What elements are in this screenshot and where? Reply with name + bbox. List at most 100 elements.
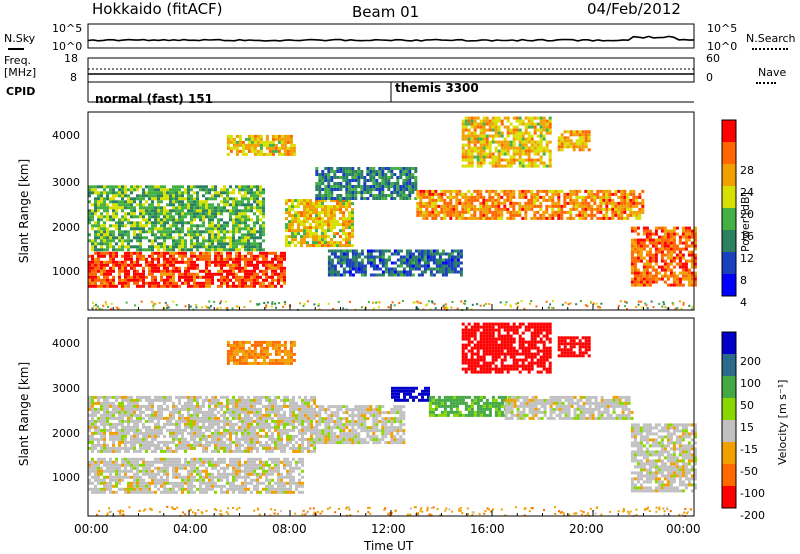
velocity-cell-region-0 xyxy=(127,484,130,488)
power-cell-region-0 xyxy=(244,260,247,264)
velocity-cell-region-0 xyxy=(241,475,244,479)
power-cell-region-4 xyxy=(411,167,415,170)
power-cell-region-4 xyxy=(402,167,406,170)
power-cell-region-3 xyxy=(303,199,306,203)
power-cell-region-4 xyxy=(414,170,418,173)
power-cell-region-5 xyxy=(351,261,355,265)
power-cell-region-0 xyxy=(220,251,223,255)
power-cell-region-1 xyxy=(202,215,205,219)
power-cell-region-0 xyxy=(205,254,208,258)
velocity-cell-region-0 xyxy=(277,466,280,470)
power-cell-region-1 xyxy=(250,245,253,249)
power-cell-region-6 xyxy=(599,204,603,208)
power-cell-region-0 xyxy=(127,257,130,261)
power-cell-region-6 xyxy=(509,216,513,220)
velocity-cell-region-0 xyxy=(175,457,178,461)
velocity-cell-region-0 xyxy=(199,478,202,482)
power-cell-region-1 xyxy=(118,248,121,252)
power-cell-region-2 xyxy=(283,137,287,141)
velocity-cell-region-0 xyxy=(109,475,112,479)
power-cell-region-1 xyxy=(247,203,250,207)
power-cell-region-9 xyxy=(666,229,670,233)
power-cell-region-3 xyxy=(327,211,330,215)
power-cell-region-7 xyxy=(509,128,513,132)
power-cell-region-0 xyxy=(268,284,271,288)
power-cell-region-9 xyxy=(684,268,688,272)
velocity-cell-region-0 xyxy=(226,466,229,470)
power-cell-region-6 xyxy=(584,213,588,217)
power-cell-speckle xyxy=(680,307,683,310)
power-cell-region-9 xyxy=(657,235,661,239)
power-cell-region-1 xyxy=(160,227,163,231)
power-cell-region-7 xyxy=(515,149,519,153)
power-cell-region-5 xyxy=(447,264,451,268)
power-cell-region-7 xyxy=(467,146,471,150)
velocity-cell-region-0 xyxy=(115,460,118,464)
power-cell-region-6 xyxy=(581,195,585,199)
power-cell-region-1 xyxy=(97,206,100,210)
velocity-cell-region-0 xyxy=(235,484,238,488)
power-cell-region-2 xyxy=(250,143,254,147)
power-cell-region-1 xyxy=(124,215,127,219)
power-cell-region-5 xyxy=(366,249,370,253)
power-cell-region-7 xyxy=(497,134,501,138)
velocity-cell-region-0 xyxy=(97,490,100,494)
power-cell-region-3 xyxy=(342,232,345,236)
power-cell-region-1 xyxy=(118,200,121,204)
power-cell-region-6 xyxy=(431,198,435,202)
power-cell-region-1 xyxy=(244,248,247,252)
power-cell-region-1 xyxy=(253,197,256,201)
power-cell-region-4 xyxy=(324,197,328,200)
power-cell-region-1 xyxy=(121,242,124,246)
power-cell-region-3 xyxy=(288,223,291,227)
power-ytick-2000: 2000 xyxy=(52,221,80,234)
power-cell-region-6 xyxy=(449,213,453,217)
power-cell-region-6 xyxy=(527,201,531,205)
power-cell-region-7 xyxy=(539,125,543,129)
power-cell-region-1 xyxy=(262,203,265,207)
power-cell-region-6 xyxy=(638,195,642,199)
power-cell-region-9 xyxy=(684,238,688,242)
power-cell-region-0 xyxy=(97,260,100,264)
power-cell-region-5 xyxy=(369,255,373,259)
power-cell-region-4 xyxy=(336,194,340,197)
power-cell-region-1 xyxy=(169,212,172,216)
velocity-cell-region-0 xyxy=(277,478,280,482)
power-cell-region-0 xyxy=(232,257,235,261)
power-cell-region-5 xyxy=(402,267,406,271)
power-cell-region-5 xyxy=(435,249,439,253)
power-cell-region-4 xyxy=(381,167,385,170)
power-cell-region-0 xyxy=(106,251,109,255)
power-cell-region-0 xyxy=(271,281,274,285)
power-cell-region-0 xyxy=(265,272,268,276)
power-cell-region-1 xyxy=(187,221,190,225)
velocity-cell-region-0 xyxy=(280,490,283,494)
power-cell-region-9 xyxy=(633,238,637,242)
power-cell-region-4 xyxy=(399,167,403,170)
power-cell-region-0 xyxy=(121,254,124,258)
power-cell-region-1 xyxy=(199,203,202,207)
power-cell-speckle xyxy=(462,302,465,305)
power-cell-region-6 xyxy=(551,192,555,196)
power-cell-region-0 xyxy=(274,251,277,255)
velocity-cell-region-0 xyxy=(187,472,190,476)
power-cell-region-5 xyxy=(330,273,334,277)
velocity-cell-region-0 xyxy=(184,463,187,467)
power-cell-region-6 xyxy=(443,198,447,202)
velocity-cell-region-0 xyxy=(124,457,127,461)
velocity-cell-region-0 xyxy=(100,487,103,491)
power-cell-speckle xyxy=(96,305,99,308)
power-cell-region-0 xyxy=(130,257,133,261)
power-cell-region-9 xyxy=(642,268,646,272)
power-cell-region-9 xyxy=(693,241,697,245)
power-cell-region-6 xyxy=(440,195,444,199)
power-cell-region-6 xyxy=(569,195,573,199)
power-cell-region-1 xyxy=(250,203,253,207)
power-cell-region-1 xyxy=(127,242,130,246)
power-cell-region-1 xyxy=(166,218,169,222)
power-cell-region-6 xyxy=(611,201,615,205)
power-cell-region-0 xyxy=(151,275,154,279)
power-cell-region-1 xyxy=(259,191,262,195)
power-cell-region-6 xyxy=(512,216,516,220)
power-cell-region-9 xyxy=(636,253,640,257)
